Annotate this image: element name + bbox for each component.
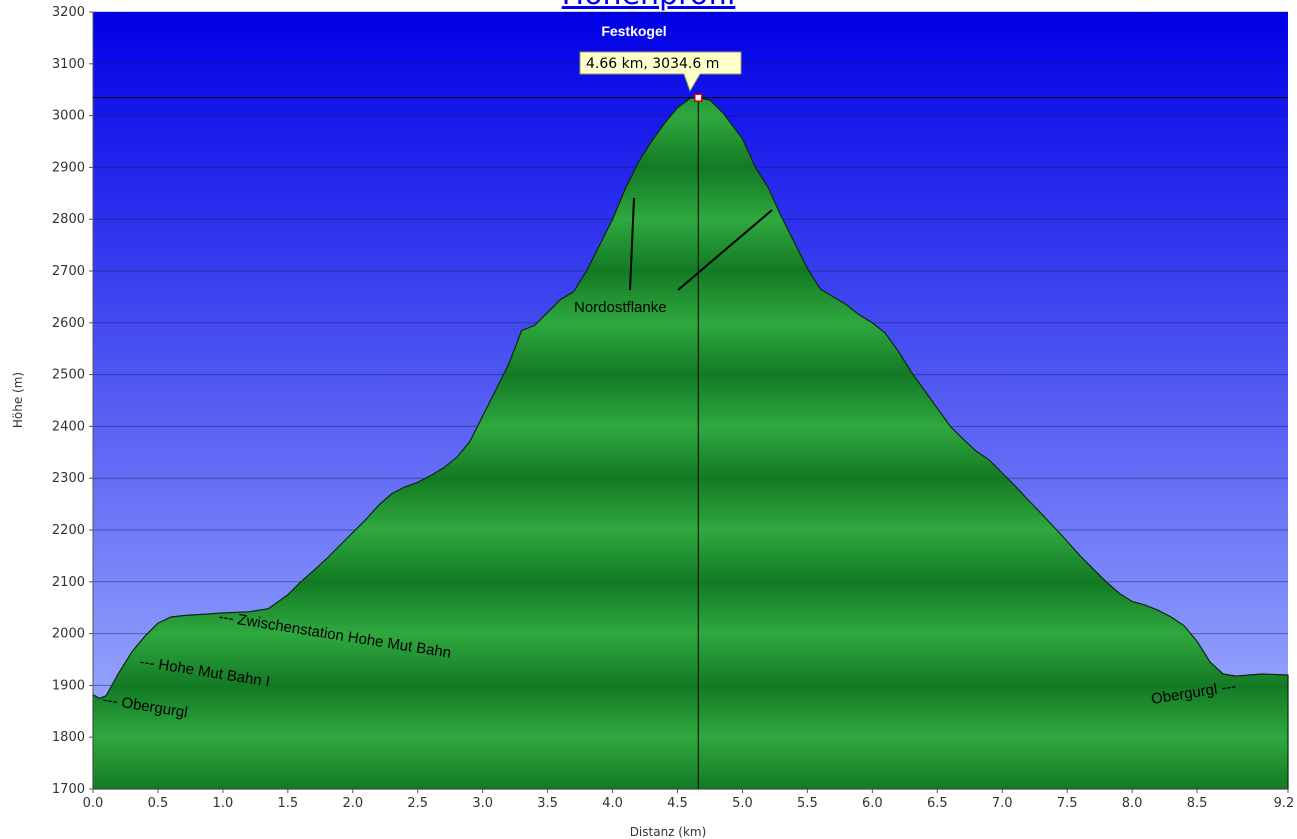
- x-tick-label: 1.0: [213, 796, 234, 811]
- x-tick-label: 7.0: [992, 796, 1013, 811]
- peak-name-label: Festkogel: [601, 23, 666, 39]
- x-tick-label: 0.5: [148, 796, 169, 811]
- x-tick-label: 0.0: [83, 796, 104, 811]
- annotation-nordostflanke: Nordostflanke: [574, 299, 667, 316]
- x-axis-title: Distanz (km): [630, 825, 707, 839]
- x-tick-label: 5.0: [732, 796, 753, 811]
- y-tick-label: 2500: [52, 368, 85, 383]
- y-tick-label: 2600: [52, 316, 85, 331]
- x-tick-label: 5.5: [797, 796, 818, 811]
- y-tick-label: 2900: [52, 160, 85, 175]
- y-tick-label: 1700: [52, 782, 85, 797]
- annotation-leader-line: [629, 197, 635, 291]
- x-tick-label: 6.5: [927, 796, 948, 811]
- x-tick-label: 4.5: [667, 796, 688, 811]
- y-tick-label: 3100: [52, 57, 85, 72]
- y-tick-label: 2100: [52, 575, 85, 590]
- y-tick-label: 2800: [52, 212, 85, 227]
- page-title-link[interactable]: Höhenprofil: [0, 0, 1297, 12]
- peak-tooltip-text: 4.66 km, 3034.6 m: [586, 56, 719, 72]
- y-tick-label: 3000: [52, 109, 85, 124]
- peak-tooltip: 4.66 km, 3034.6 m: [579, 51, 742, 93]
- y-axis-ticks: 1700 1800 1900 2000 2100 2200 2300 2400 2500 2600…: [52, 5, 93, 797]
- y-tick-label: 2200: [52, 523, 85, 538]
- y-tick-label: 3200: [52, 5, 85, 20]
- y-axis-title: Höhe (m): [11, 372, 25, 428]
- x-tick-label: 6.0: [862, 796, 883, 811]
- x-tick-label: 3.0: [472, 796, 493, 811]
- annotation-leader-line: [677, 209, 773, 291]
- y-tick-label: 1900: [52, 678, 85, 693]
- x-tick-label: 3.5: [537, 796, 558, 811]
- y-tick-label: 1800: [52, 730, 85, 745]
- x-tick-label: 8.5: [1187, 796, 1208, 811]
- x-tick-label: 2.0: [342, 796, 363, 811]
- x-tick-label: 9.2: [1274, 796, 1295, 811]
- y-tick-label: 2700: [52, 264, 85, 279]
- peak-marker[interactable]: [694, 93, 703, 102]
- x-tick-label: 8.0: [1122, 796, 1143, 811]
- x-tick-label: 7.5: [1057, 796, 1078, 811]
- x-axis-ticks: 0.0 0.5 1.0 1.5 2.0 2.5 3.0 3.5 4.0 4.5 5.0 5.5 6.0 6…: [83, 789, 1295, 811]
- y-tick-label: 2000: [52, 627, 85, 642]
- x-tick-label: 1.5: [277, 796, 298, 811]
- y-tick-label: 2300: [52, 471, 85, 486]
- x-tick-label: 4.0: [602, 796, 623, 811]
- x-tick-label: 2.5: [407, 796, 428, 811]
- y-tick-label: 2400: [52, 419, 85, 434]
